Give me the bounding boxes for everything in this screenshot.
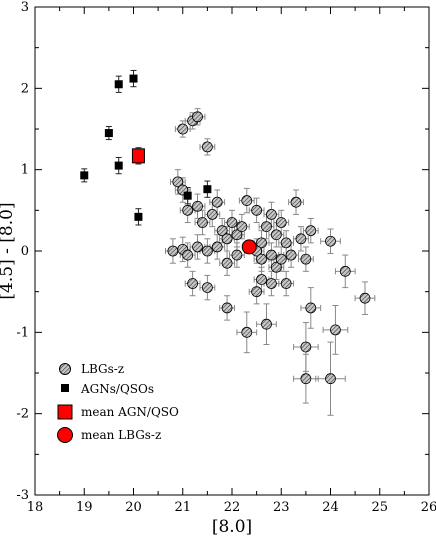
legend-label-agns: AGNs/QSOs [80, 382, 154, 396]
lbg-point [201, 245, 213, 257]
lbg-point [270, 229, 282, 241]
lbg-point [261, 318, 272, 330]
lbg-point [251, 286, 263, 298]
x-tick-label: 26 [421, 500, 436, 515]
lbg-point [231, 249, 243, 261]
lbg-point [325, 373, 336, 385]
lbg-point [187, 278, 199, 289]
lbg-point [192, 111, 203, 123]
y-tick-label: 2 [21, 81, 29, 96]
x-tick-label: 19 [76, 500, 93, 515]
lbg-point [251, 204, 263, 216]
lbg-point [359, 292, 371, 304]
lbg-point [241, 326, 253, 338]
agn-point [183, 191, 192, 200]
agn-point [203, 185, 212, 194]
legend-marker-mean-lbgs [57, 427, 73, 443]
lbg-point [236, 221, 248, 233]
lbg-point [330, 324, 341, 336]
lbg-point [305, 225, 317, 237]
legend-label-lbgs: LBGs-z [81, 362, 124, 376]
x-tick-label: 18 [27, 500, 44, 515]
lbg-point [221, 302, 233, 314]
lbg-point [182, 204, 194, 216]
lbg-point [201, 282, 213, 294]
data-markers [80, 74, 371, 385]
x-tick-label: 21 [174, 500, 191, 515]
lbg-point [300, 341, 312, 353]
lbg-point [177, 123, 189, 135]
x-tick-label: 24 [322, 500, 339, 515]
lbg-point [256, 274, 267, 285]
lbg-point [211, 241, 223, 253]
lbg-point [256, 237, 267, 249]
lbg-point [270, 261, 282, 273]
y-axis-label: [4.5] - [8.0] [0, 202, 17, 299]
y-axis-ticks: -3 -2 -1 0 1 2 3 [16, 0, 429, 503]
lbg-point [241, 195, 253, 206]
legend-marker-agns [61, 384, 69, 392]
x-tick-label: 23 [273, 500, 290, 515]
lbg-point [275, 217, 287, 228]
legend-label-mean-lbgs: mean LBGs-z [81, 428, 161, 442]
lbg-point [261, 221, 272, 233]
lbg-point [192, 200, 203, 212]
legend-marker-mean-agn [57, 404, 73, 420]
lbg-point [197, 217, 208, 228]
lbg-point [280, 278, 292, 289]
lbg-point [325, 235, 336, 247]
lbg-point [295, 233, 307, 245]
legend: LBGs-z AGNs/QSOs mean AGN/QSO mean LBGs-… [57, 362, 179, 443]
lbg-point [167, 245, 179, 257]
lbg-point [285, 249, 297, 261]
agn-point [129, 74, 138, 83]
y-tick-label: 0 [21, 244, 29, 259]
y-tick-label: -1 [16, 325, 29, 340]
lbg-point [300, 373, 312, 385]
lbg-point [280, 237, 292, 249]
agn-point [80, 171, 89, 180]
lbg-point [265, 278, 277, 289]
x-axis-label: [8.0] [212, 517, 252, 537]
lbg-point [221, 257, 233, 269]
x-tick-label: 20 [125, 500, 142, 515]
lbg-point [256, 253, 267, 265]
agn-point [114, 161, 123, 170]
lbg-point [265, 208, 277, 220]
mean-lbg-point [241, 239, 257, 255]
lbg-point [300, 253, 312, 265]
lbg-point [339, 265, 351, 277]
lbg-point [172, 176, 184, 188]
agn-point [104, 129, 113, 138]
x-tick-label: 25 [371, 500, 388, 515]
lbg-point [231, 229, 243, 241]
lbg-point [221, 233, 233, 245]
x-tick-label: 22 [224, 500, 241, 515]
lbg-point [201, 141, 213, 153]
y-tick-label: -2 [16, 407, 29, 422]
plot-frame [34, 6, 430, 496]
lbg-point [265, 249, 277, 261]
lbg-point [216, 225, 228, 237]
lbg-point [206, 208, 218, 220]
lbg-point [275, 253, 287, 265]
lbg-point [211, 196, 223, 208]
agn-point [134, 212, 143, 221]
lbg-point [182, 249, 194, 261]
x-axis-ticks: 18 19 20 21 22 23 24 25 26 [27, 7, 436, 515]
lbg-point [192, 241, 203, 253]
mean-agn-point [131, 148, 145, 164]
legend-marker-lbgs [59, 363, 71, 375]
legend-label-mean-agn: mean AGN/QSO [81, 405, 179, 419]
lbg-point [290, 196, 302, 208]
y-tick-label: -3 [16, 488, 29, 503]
agn-point [114, 80, 123, 89]
y-tick-label: 1 [21, 163, 29, 178]
lbg-point [226, 217, 238, 228]
y-tick-label: 3 [21, 0, 29, 15]
lbg-point [305, 302, 317, 314]
